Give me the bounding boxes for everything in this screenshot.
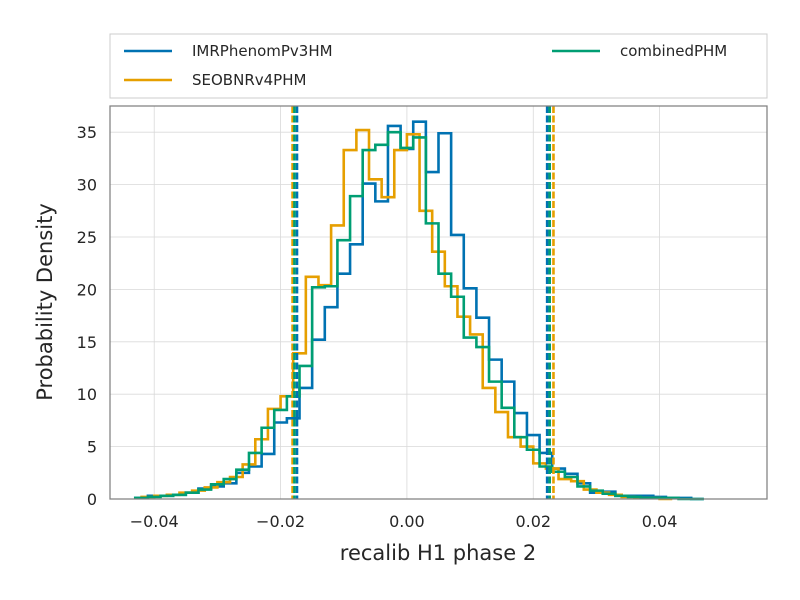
x-tick-label: 0.00	[389, 512, 425, 531]
y-axis-label: Probability Density	[33, 203, 57, 401]
legend-label-seobnrv4phm: SEOBNRv4PHM	[192, 71, 306, 89]
plot-frame	[109, 105, 768, 500]
credible-interval-layer	[291, 106, 555, 499]
histogram-series-combinedphm	[133, 130, 704, 501]
x-tick-label: 0.04	[642, 512, 678, 531]
y-tick-label: 10	[77, 385, 97, 404]
x-tick-label: 0.02	[515, 512, 551, 531]
legend-label-combinedphm: combinedPHM	[620, 42, 727, 60]
histogram-series-seobnrv4phm	[140, 128, 673, 501]
y-tick-label: 25	[77, 228, 97, 247]
legend-box	[109, 33, 768, 99]
y-tick-label: 0	[87, 490, 97, 509]
series-layer	[133, 120, 704, 501]
y-tick-label: 5	[87, 438, 97, 457]
x-axis-label: recalib H1 phase 2	[340, 541, 536, 565]
y-tick-label: 30	[77, 176, 97, 195]
y-tick-label: 15	[77, 333, 97, 352]
x-tick-label: −0.02	[256, 512, 305, 531]
x-tick-label: −0.04	[130, 512, 179, 531]
y-tick-label: 20	[77, 280, 97, 299]
legend-label-imrphenompv3hm: IMRPhenomPv3HM	[192, 42, 333, 60]
y-tick-label: 35	[77, 123, 97, 142]
legend: IMRPhenomPv3HM SEOBNRv4PHM combinedPHM	[109, 33, 768, 99]
tick-label-layer: −0.04 −0.02 0.00 0.02 0.04 0 5 10 15 20 25 30 35	[77, 123, 678, 531]
